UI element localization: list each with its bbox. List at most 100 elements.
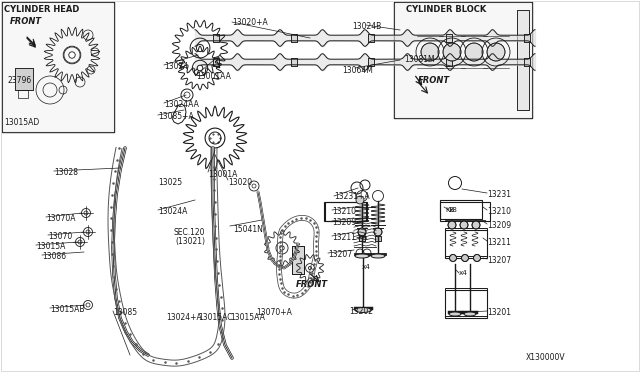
Circle shape — [448, 221, 456, 229]
Circle shape — [252, 184, 256, 188]
Bar — [446, 58, 452, 66]
Text: 13024A: 13024A — [158, 207, 188, 216]
Bar — [369, 58, 374, 66]
Bar — [213, 34, 220, 42]
Circle shape — [474, 254, 481, 262]
Bar — [291, 58, 297, 66]
Circle shape — [69, 52, 76, 58]
Text: 13070A: 13070A — [46, 214, 76, 223]
Circle shape — [280, 246, 284, 250]
Text: 13015A: 13015A — [36, 242, 65, 251]
Text: 13015AD: 13015AD — [4, 118, 39, 127]
Text: 13064M: 13064M — [342, 66, 373, 75]
Bar — [440, 202, 490, 221]
Text: x4: x4 — [362, 264, 371, 270]
Circle shape — [449, 254, 456, 262]
Text: 13025: 13025 — [158, 178, 182, 187]
Text: 13209: 13209 — [487, 221, 511, 230]
Circle shape — [86, 230, 90, 234]
Bar — [445, 290, 487, 318]
Circle shape — [184, 92, 190, 98]
Text: 13201: 13201 — [487, 308, 511, 317]
Text: CYLINDER HEAD: CYLINDER HEAD — [4, 5, 79, 14]
Circle shape — [421, 43, 439, 61]
Bar — [394, 2, 532, 118]
Bar — [375, 236, 381, 241]
Circle shape — [487, 43, 505, 61]
Circle shape — [211, 134, 219, 142]
Bar — [445, 288, 487, 316]
Circle shape — [196, 44, 204, 52]
Circle shape — [356, 196, 364, 204]
Text: 13209: 13209 — [332, 218, 356, 227]
Bar — [359, 236, 365, 241]
Text: 13020+A: 13020+A — [232, 18, 268, 27]
Bar — [446, 58, 452, 66]
Ellipse shape — [449, 312, 461, 316]
Bar — [517, 10, 529, 110]
Circle shape — [374, 228, 382, 236]
Text: SEC.120: SEC.120 — [173, 228, 205, 237]
Text: 23796: 23796 — [8, 76, 32, 85]
Text: 15041N: 15041N — [233, 225, 263, 234]
Bar — [369, 34, 374, 42]
Text: 13070+A: 13070+A — [256, 308, 292, 317]
Text: (13021): (13021) — [175, 237, 205, 246]
Circle shape — [197, 65, 203, 71]
Text: 13024: 13024 — [164, 62, 188, 71]
Bar — [292, 246, 304, 274]
Text: FRONT: FRONT — [296, 280, 328, 289]
Bar — [445, 230, 487, 258]
Circle shape — [460, 221, 468, 229]
Text: 13028: 13028 — [54, 168, 78, 177]
Text: 13231: 13231 — [487, 190, 511, 199]
Bar — [524, 34, 529, 42]
Bar — [15, 68, 33, 90]
Text: 13070: 13070 — [48, 232, 72, 241]
Ellipse shape — [355, 254, 369, 258]
Text: 13202: 13202 — [349, 307, 373, 316]
Text: 13015AC: 13015AC — [198, 313, 232, 322]
Text: 13210: 13210 — [487, 207, 511, 216]
Bar — [524, 58, 529, 66]
Bar — [524, 34, 529, 42]
Bar — [325, 202, 367, 221]
Text: 13086: 13086 — [42, 252, 66, 261]
Text: 13207: 13207 — [328, 250, 352, 259]
Text: 13020: 13020 — [228, 178, 252, 187]
Text: 13085: 13085 — [113, 308, 137, 317]
Text: 13085+A: 13085+A — [158, 112, 194, 121]
Text: 13207: 13207 — [487, 256, 511, 265]
Text: 13211+A: 13211+A — [332, 233, 367, 242]
Circle shape — [84, 211, 88, 215]
Bar — [440, 200, 482, 219]
Bar — [291, 34, 297, 42]
Text: 13211: 13211 — [487, 238, 511, 247]
Text: 13024+A: 13024+A — [166, 313, 202, 322]
Text: 13231+A: 13231+A — [334, 192, 370, 201]
Bar — [324, 202, 366, 221]
Circle shape — [308, 266, 312, 270]
Bar — [15, 68, 33, 90]
Bar — [446, 34, 452, 42]
Text: 13001AA: 13001AA — [196, 72, 231, 81]
Bar — [213, 58, 220, 66]
Bar — [213, 34, 220, 42]
Bar — [517, 10, 529, 110]
Text: x4: x4 — [459, 270, 468, 276]
Circle shape — [443, 43, 461, 61]
Ellipse shape — [355, 308, 371, 312]
Text: KB: KB — [445, 207, 454, 213]
Text: FRONT: FRONT — [418, 76, 450, 85]
Circle shape — [209, 132, 221, 144]
Text: FRONT: FRONT — [10, 17, 42, 26]
Bar — [369, 34, 374, 42]
Text: 13210: 13210 — [332, 207, 356, 216]
Circle shape — [461, 254, 468, 262]
Bar — [369, 58, 374, 66]
Text: 13024B: 13024B — [352, 22, 381, 31]
Bar — [359, 236, 365, 241]
Circle shape — [465, 43, 483, 61]
Bar — [524, 58, 529, 66]
Circle shape — [358, 228, 366, 236]
